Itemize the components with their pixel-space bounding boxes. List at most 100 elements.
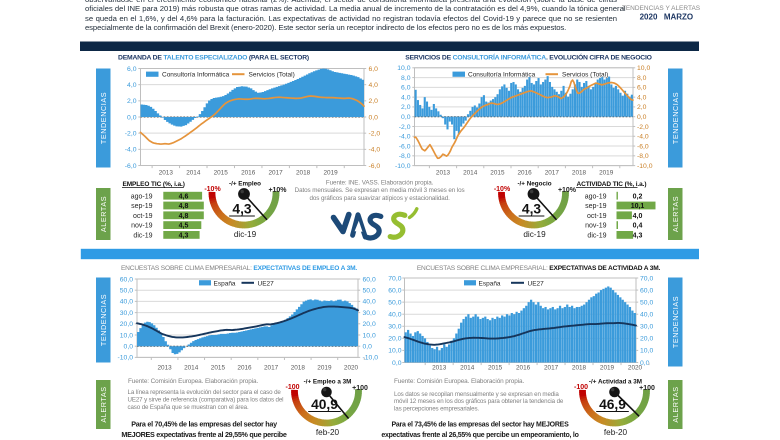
svg-text:Para el 73,45% de las empresas: Para el 73,45% de las empresas del secto… [391,422,569,429]
svg-text:4,3: 4,3 [232,202,252,217]
svg-text:2020: 2020 [344,364,359,371]
svg-text:2016: 2016 [517,170,532,177]
svg-text:4,0: 4,0 [637,94,647,101]
svg-text:40,9: 40,9 [311,397,338,412]
svg-text:ALERTAS: ALERTAS [671,386,680,422]
svg-text:+10%: +10% [558,187,577,194]
svg-text:10,0: 10,0 [363,332,376,339]
svg-text:30,0: 30,0 [363,310,376,317]
svg-text:6,0: 6,0 [127,66,137,73]
svg-text:2014: 2014 [184,364,199,371]
svg-text:70,0: 70,0 [640,275,653,282]
svg-text:4,8: 4,8 [179,203,189,210]
svg-text:40,0: 40,0 [640,312,653,319]
svg-text:0,0: 0,0 [124,344,134,351]
svg-text:-8,0: -8,0 [637,153,649,160]
svg-text:-4,0: -4,0 [125,147,137,154]
svg-text:-100: -100 [574,384,588,391]
svg-text:Datos mensuales. Se expresan e: Datos mensuales. Se expresan en media mó… [295,187,465,194]
svg-text:ALERTAS: ALERTAS [99,196,108,232]
svg-text:4,6: 4,6 [179,193,189,200]
svg-text:España: España [479,280,501,287]
svg-text:0,0: 0,0 [640,360,650,367]
svg-text:10,0: 10,0 [388,348,401,355]
svg-text:-6,0: -6,0 [369,163,381,170]
svg-text:Consultoría Informática: Consultoría Informática [162,72,230,79]
svg-text:6,0: 6,0 [369,66,379,73]
svg-text:Consultoría Informática: Consultoría Informática [468,72,536,79]
svg-text:Los datos se recopilan mensual: Los datos se recopilan mensualmente y se… [394,391,559,398]
svg-text:EMPLEO TIC (%, i.a.): EMPLEO TIC (%, i.a.) [123,181,185,188]
svg-text:dic-19: dic-19 [234,230,257,239]
svg-text:ENCUESTAS SOBRE CLIMA EMPRESAR: ENCUESTAS SOBRE CLIMA EMPRESARIAL: EXPEC… [417,265,661,272]
svg-text:-6,0: -6,0 [637,143,649,150]
svg-text:-6,0: -6,0 [125,163,137,170]
svg-text:2016: 2016 [241,170,256,177]
svg-text:2018: 2018 [296,170,311,177]
svg-text:MARZO: MARZO [664,13,693,22]
svg-text:4,3: 4,3 [179,233,189,240]
svg-text:70,0: 70,0 [388,275,401,282]
svg-text:30,0: 30,0 [640,324,653,331]
svg-text:UE27: UE27 [258,280,275,287]
svg-text:-2,0: -2,0 [637,124,649,131]
svg-text:+100: +100 [352,385,368,392]
svg-text:0,0: 0,0 [637,114,647,121]
svg-text:-10,0: -10,0 [363,355,379,362]
svg-text:-8,0: -8,0 [399,153,411,160]
svg-text:6,0: 6,0 [637,85,647,92]
svg-text:10,0: 10,0 [637,65,650,72]
svg-text:2017: 2017 [545,170,560,177]
svg-text:2014: 2014 [186,170,201,177]
svg-text:60,0: 60,0 [120,276,133,283]
svg-text:30,0: 30,0 [120,310,133,317]
svg-text:4,0: 4,0 [369,82,379,89]
svg-text:Servicios (Total): Servicios (Total) [249,72,295,79]
svg-text:dic-19: dic-19 [133,233,152,240]
svg-text:-10,0: -10,0 [637,163,653,170]
svg-text:+10%: +10% [268,187,287,194]
svg-text:2,0: 2,0 [369,98,379,105]
svg-text:móvil 12 meses en los dos grá: móvil 12 meses en los dos gráficos para … [394,398,564,405]
svg-text:40,0: 40,0 [120,299,133,306]
svg-text:TENDENCIAS Y ALERTAS: TENDENCIAS Y ALERTAS [622,5,701,12]
svg-text:DEMANDA DE TALENTO ESPECIALIZA: DEMANDA DE TALENTO ESPECIALIZADO (PARA E… [118,55,309,62]
svg-text:dic-19: dic-19 [587,233,606,240]
svg-text:40,0: 40,0 [388,312,401,319]
svg-text:Fuente: Comisión Europea. Elab: Fuente: Comisión Europea. Elaboración pr… [394,378,524,385]
svg-text:8,0: 8,0 [401,75,411,82]
svg-text:Fuente: INE. VASS. Elaboración: Fuente: INE. VASS. Elaboración propia. [326,179,434,186]
svg-text:-2,0: -2,0 [125,131,137,138]
svg-text:6,0: 6,0 [401,85,411,92]
svg-text:10,1: 10,1 [631,203,645,210]
svg-text:-2,0: -2,0 [369,131,381,138]
svg-text:2019: 2019 [599,170,614,177]
svg-text:2015: 2015 [211,364,226,371]
svg-text:ALERTAS: ALERTAS [99,386,108,422]
svg-text:0,0: 0,0 [392,360,402,367]
svg-text:oct-19: oct-19 [587,213,607,220]
svg-text:20,0: 20,0 [640,336,653,343]
svg-text:-10,0: -10,0 [118,355,134,362]
svg-text:4,0: 4,0 [633,213,643,220]
svg-text:dos gráficos para suavizar atí: dos gráficos para suavizar atípicos y es… [309,195,450,202]
svg-text:4,8: 4,8 [179,213,189,220]
svg-text:-/+ Empleo a 3M: -/+ Empleo a 3M [304,379,352,386]
svg-text:0,2: 0,2 [633,193,643,200]
svg-text:10,0: 10,0 [397,65,410,72]
svg-text:MEJORES expectativas frente al: MEJORES expectativas frente al 29,55% qu… [121,430,287,439]
svg-text:2015: 2015 [490,170,505,177]
svg-text:20,0: 20,0 [363,321,376,328]
svg-text:La línea representa la evoluci: La línea representa la evolución del sec… [128,389,282,396]
svg-text:TENDENCIAS: TENDENCIAS [671,92,680,144]
svg-text:2018: 2018 [572,364,587,371]
svg-text:20,0: 20,0 [388,336,401,343]
svg-text:ago-19: ago-19 [131,193,153,200]
svg-text:-6,0: -6,0 [399,143,411,150]
svg-text:sep-19: sep-19 [131,203,153,210]
svg-text:2,0: 2,0 [401,104,411,111]
svg-text:60,0: 60,0 [363,276,376,283]
svg-text:0,0: 0,0 [127,114,137,121]
svg-text:0,0: 0,0 [363,344,373,351]
svg-text:50,0: 50,0 [388,299,401,306]
